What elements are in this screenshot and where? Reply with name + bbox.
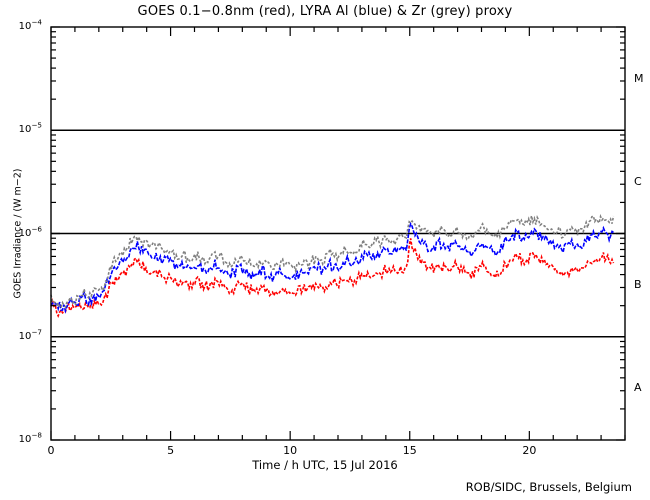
- class-label-b: B: [634, 278, 642, 292]
- x-tick-label: 5: [167, 444, 175, 457]
- y-tick-label: 10−6: [18, 224, 42, 239]
- y-tick-label: 10−5: [18, 120, 42, 136]
- plot-frame: [50, 26, 626, 441]
- y-axis-title: GOES Irradiance / (W m−2): [12, 168, 24, 299]
- y-tick-label: 10−8: [18, 430, 42, 445]
- chart-title: GOES 0.1−0.8nm (red), LYRA Al (blue) & Z…: [137, 4, 513, 19]
- series-line-lyra-al: [50, 221, 614, 314]
- class-label-c: C: [634, 174, 642, 188]
- class-label-a: A: [634, 381, 642, 395]
- data-series-group: [50, 213, 615, 318]
- credit-text: ROB/SIDC, Brussels, Belgium: [465, 480, 632, 494]
- class-label-m: M: [634, 71, 644, 85]
- y-tick-label: 10−4: [18, 17, 42, 32]
- x-axis-title: Time / h UTC, 15 Jul 2016: [252, 458, 398, 472]
- x-tick-label: 10: [283, 444, 298, 457]
- x-tick-label: 15: [402, 444, 417, 457]
- series-line-lyra-zr: [50, 213, 615, 309]
- x-tick-label: 20: [522, 444, 537, 457]
- y-tick-label: 10−7: [18, 327, 42, 342]
- x-tick-label: 0: [47, 444, 55, 457]
- gridlines-group: [51, 129, 625, 338]
- series-line-goes: [50, 238, 615, 318]
